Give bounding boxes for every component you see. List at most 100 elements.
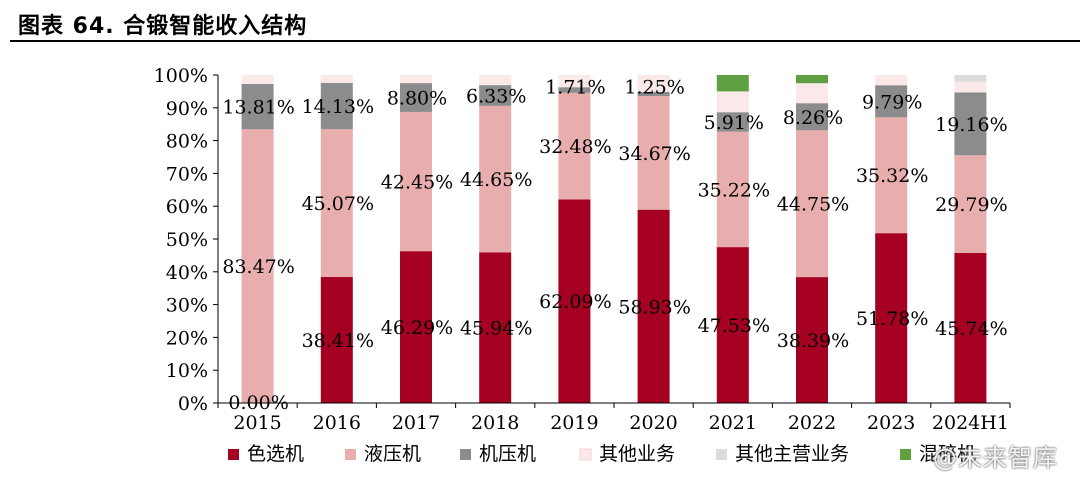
data-label: 5.91% [704,112,764,134]
y-tick-label: 100% [154,65,208,87]
bar-segment [637,91,670,96]
bar-segment [558,75,591,88]
legend-label: 机压机 [479,443,536,465]
data-label: 45.07% [302,193,374,215]
bar-segment [558,199,591,403]
y-tick-label: 70% [166,163,208,185]
bar-segment [716,131,749,248]
bar-segment [796,277,828,403]
legend-swatch [228,449,239,460]
legend-label: 液压机 [364,443,421,465]
data-label: 8.80% [387,88,447,110]
bar-segment [479,252,512,403]
bar-segment [558,87,591,93]
bar-segment [716,75,749,92]
data-label: 32.48% [539,136,611,158]
y-tick-label: 40% [166,262,208,284]
x-tick-label: 2018 [471,412,519,434]
legend-swatch [460,449,471,460]
bar-segment [875,85,908,118]
bar-segment [558,92,591,200]
bar-segment [479,75,512,86]
bar-segment [479,85,512,106]
data-label: 14.13% [302,96,374,118]
bar-segment [796,75,828,84]
data-label: 34.67% [618,143,690,165]
data-labels-layer: 0.00% 83.47% 13.81% 38.41% 45.07% 14.13% 46.29… [222,76,1007,414]
x-tick-label: 2015 [233,412,281,434]
data-label: 38.41% [302,330,374,352]
x-tick-label: 2016 [313,412,361,434]
bar-segment [400,251,432,403]
bar-segment [875,75,908,86]
data-label: 29.79% [935,194,1007,216]
data-label: 42.45% [381,172,453,194]
bar-segment [796,103,828,131]
y-tick-label: 50% [166,229,208,251]
bar-segment [875,233,908,403]
data-label: 19.16% [935,114,1007,136]
bar-segment [400,83,432,112]
data-label: 58.93% [618,296,690,318]
bar-segment [954,252,987,403]
bar-segment [320,82,353,130]
bar-segment [637,75,670,92]
title-rule [10,40,1080,42]
bar-segment [637,209,670,403]
legend-label: 其他业务 [599,443,675,465]
bars-layer [241,75,987,404]
y-tick-label: 30% [166,295,208,317]
data-label: 62.09% [539,291,611,313]
legend-swatch [716,449,727,460]
data-label: 83.47% [222,256,294,278]
bar-segment [241,129,274,404]
bar-segment [479,105,512,253]
legend-label: 混碎机 [919,443,976,465]
x-tick-label: 2023 [867,412,915,434]
data-label: 38.39% [777,330,849,352]
data-label: 6.33% [466,85,526,107]
bar-segment [241,83,274,130]
y-tick-label: 80% [166,131,208,153]
data-label: 35.32% [856,165,928,187]
data-label: 1.71% [545,76,605,98]
legend-label: 其他主营业务 [735,443,849,465]
axes-layer: 0% 10% 20% 30% 40% 50% 60% 70% 80% 90% 100% 2015 201… [154,65,1011,434]
data-label: 47.53% [698,315,770,337]
data-label: 46.29% [381,317,453,339]
y-tick-label: 10% [166,360,208,382]
bar-segment [400,111,432,252]
y-tick-label: 60% [166,196,208,218]
bar-segment [716,91,749,113]
y-tick-label: 90% [166,98,208,120]
bar-segment [716,112,749,132]
watermark: @未来智库 [933,444,1058,472]
bar-segment [954,155,987,253]
x-tick-label: 2024H1 [932,412,1009,434]
legend-label: 色选机 [247,443,304,465]
bar-segment [320,277,353,403]
bar-segment [954,92,987,156]
bar-segment [637,95,670,210]
data-label: 9.79% [862,91,922,113]
y-tick-label: 0% [178,393,208,415]
x-tick-label: 2017 [392,412,440,434]
data-label: 45.74% [935,318,1007,340]
data-label: 8.26% [783,107,843,129]
bar-segment [716,247,749,403]
data-label: 35.22% [698,179,770,201]
data-label: 44.75% [777,194,849,216]
bar-segment [400,75,432,84]
bar-segment [320,75,353,83]
bar-segment [875,117,908,234]
bar-segment [320,129,353,278]
bar-segment [954,75,987,82]
x-tick-label: 2019 [550,412,598,434]
y-tick-label: 20% [166,327,208,349]
data-label: 45.94% [460,318,532,340]
data-label: 1.25% [624,76,684,98]
data-label: 51.78% [856,308,928,330]
legend-swatch [900,449,911,460]
bar-segment [796,130,828,278]
